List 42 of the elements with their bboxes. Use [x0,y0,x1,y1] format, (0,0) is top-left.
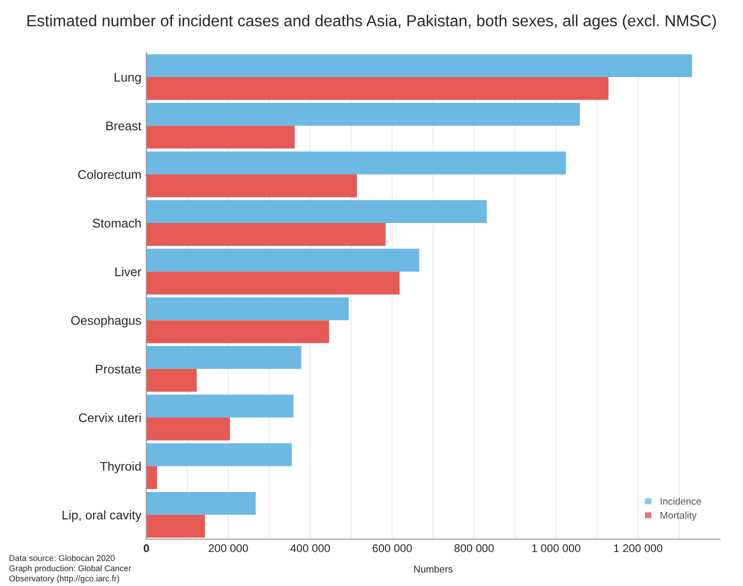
bar [146,418,230,440]
bar [146,320,330,344]
bar [146,492,256,515]
bar [146,222,386,246]
bar [146,126,295,149]
bar [146,200,487,223]
bar [146,151,566,174]
x-axis-title: Numbers [414,565,453,573]
source-note: Data source: Globocan 2020 Graph production: Global Cancer Observatory (http://gco.iarc.fr) [9,554,132,584]
y-tick-label: Breast [106,122,142,130]
y-tick-label: Lip, oral cavity [62,510,142,522]
bar [146,272,400,294]
bar [146,77,609,100]
bar [146,466,158,490]
bar [146,248,420,272]
x-tick-label: 1 000 000 [532,544,580,552]
y-tick-label: Oesophagus [71,316,142,328]
x-tick-label: 200 000 [208,544,248,552]
chart-title: Estimated number of incident cases and deaths Asia, Pakistan, both sexes, all ages (excl. NMSC) [27,14,716,30]
y-tick-label: Liver [115,267,142,276]
x-tick-label: 0 [144,544,150,552]
y-tick-label: Lung [114,72,141,84]
y-tick-label: Colorectum [78,170,141,179]
bar [146,54,692,78]
x-tick-label: 1 200 000 [614,544,662,552]
y-tick-label: Stomach [92,218,141,228]
bar [146,394,294,418]
bar [146,346,302,369]
y-tick-label: Prostate [96,364,141,374]
x-tick-label: 400 000 [290,544,330,552]
y-tick-label: Thyroid [100,462,141,474]
x-tick-label: 800 000 [454,544,494,552]
bar [146,297,349,320]
bar [146,368,197,392]
bar [146,174,357,198]
bar [146,514,205,538]
y-tick-label: Cervix uteri [78,412,141,422]
bar [146,443,292,466]
bar [146,102,580,126]
legend-label: Incidence [660,498,702,505]
legend-label: Mortality [660,512,697,521]
x-tick-label: 600 000 [372,544,412,552]
